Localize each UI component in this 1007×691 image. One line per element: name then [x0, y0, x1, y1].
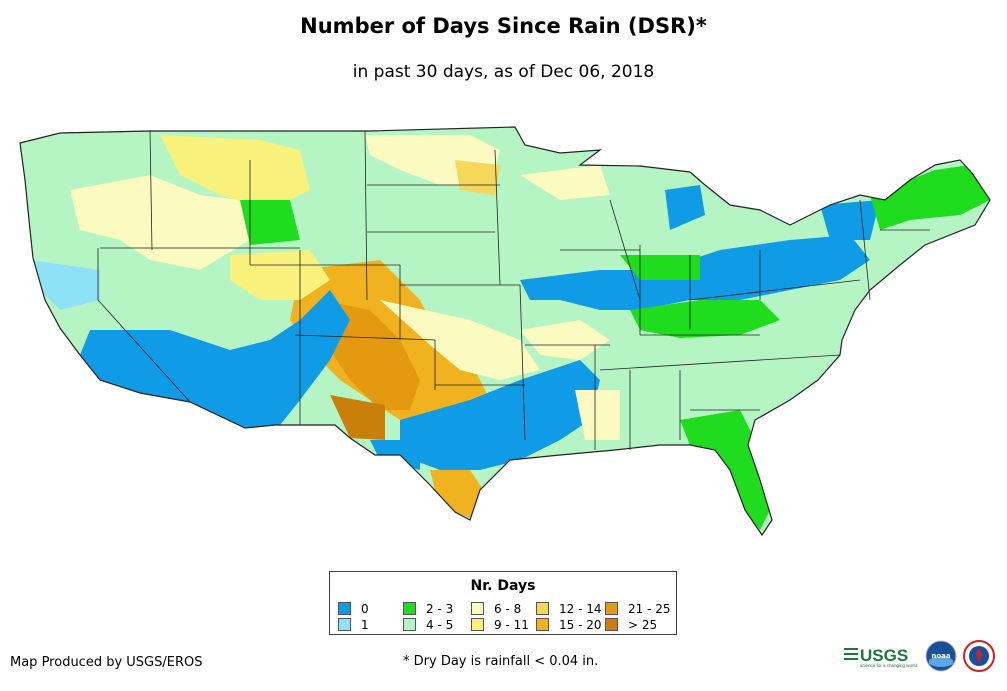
region-6-8-days-louisiana	[575, 390, 620, 440]
map-subtitle: in past 30 days, as of Dec 06, 2018	[352, 62, 655, 82]
legend-swatch	[338, 618, 351, 631]
region-9-11-days-montana	[160, 135, 310, 210]
svg-text:noaa: noaa	[931, 652, 951, 660]
map-title: Number of Days Since Rain (DSR)*	[300, 14, 707, 38]
legend-label: 9 - 11	[494, 618, 529, 632]
legend-swatch	[536, 618, 549, 631]
region-6-8-days-oklahoma	[380, 300, 540, 380]
legend-label: 21 - 25	[628, 602, 671, 616]
legend-swatch	[403, 618, 416, 631]
legend: Nr. Days 0 1 2 - 3 4 - 5 6 - 8 9 - 11 12…	[329, 571, 677, 635]
nws-logo	[963, 640, 995, 672]
legend-swatch	[471, 618, 484, 631]
legend-label: 6 - 8	[494, 602, 522, 616]
region-0-days-michigan	[665, 185, 705, 230]
dsr-color-regions	[20, 127, 990, 535]
region-0-days-new-york	[820, 200, 880, 240]
region-6-8-days-minnesota	[520, 165, 610, 200]
svg-text:USGS: USGS	[860, 646, 908, 665]
legend-swatch	[536, 602, 549, 615]
legend-item-1: 1	[338, 618, 369, 631]
region-2-3-days-new-england	[870, 165, 990, 230]
legend-title: Nr. Days	[470, 578, 536, 594]
state-borders	[97, 130, 930, 450]
legend-item-over-25: > 25	[605, 618, 657, 631]
legend-item-21-25: 21 - 25	[605, 602, 671, 615]
legend-swatch	[471, 602, 484, 615]
region-0-days-texas	[400, 360, 600, 470]
legend-swatch	[605, 602, 618, 615]
legend-label: 1	[361, 618, 369, 632]
legend-label: 15 - 20	[559, 618, 602, 632]
legend-item-15-20: 15 - 20	[536, 618, 602, 631]
region-6-8-days-arkansas	[520, 320, 610, 360]
legend-label: 2 - 3	[426, 602, 454, 616]
map-credit: Map Produced by USGS/EROS	[10, 655, 203, 670]
legend-label: 0	[361, 602, 369, 616]
region-9-11-days-utah	[230, 250, 330, 300]
legend-swatch	[403, 602, 416, 615]
legend-label: 12 - 14	[559, 602, 602, 616]
region-0-days-southwest	[80, 290, 350, 428]
svg-text:science for a changing world: science for a changing world	[860, 663, 918, 668]
legend-item-9-11: 9 - 11	[471, 618, 529, 631]
region-12-14-days-dakotas	[455, 160, 500, 195]
region-over-25-days-west-texas	[330, 395, 385, 440]
legend-item-6-8: 6 - 8	[471, 602, 521, 615]
legend-swatch	[605, 618, 618, 631]
region-1-day-california	[30, 260, 100, 310]
legend-label: 4 - 5	[426, 618, 454, 632]
legend-item-2-3: 2 - 3	[403, 602, 453, 615]
legend-swatch	[338, 602, 351, 615]
usgs-logo: USGS science for a changing world	[844, 646, 918, 668]
legend-item-12-14: 12 - 14	[536, 602, 602, 615]
legend-item-0: 0	[338, 602, 369, 615]
region-2-3-days-wyoming	[240, 200, 300, 245]
region-6-8-days-northwest	[70, 175, 250, 270]
dry-day-note: * Dry Day is rainfall < 0.04 in.	[403, 654, 599, 669]
noaa-logo: noaa	[925, 640, 957, 672]
legend-label: > 25	[628, 618, 658, 632]
region-2-3-days-kentucky	[630, 300, 780, 338]
legend-item-4-5: 4 - 5	[403, 618, 453, 631]
